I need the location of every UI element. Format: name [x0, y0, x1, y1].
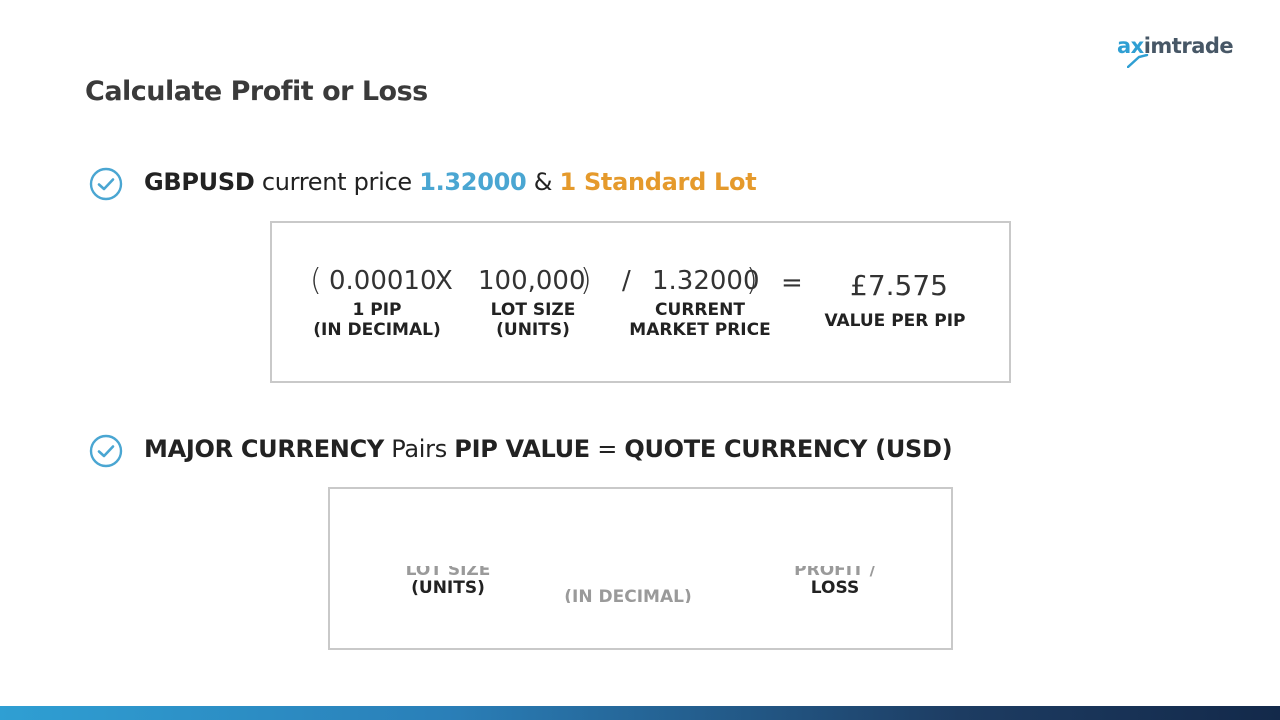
value-per-pip-label: VALUE PER PIP — [824, 311, 966, 331]
check-circle-icon — [89, 434, 123, 468]
result-value: £7.575 — [850, 269, 948, 302]
market-price-value: 1.32000 — [652, 266, 760, 296]
multiply-sign: X — [435, 266, 453, 296]
formula-box-profit-loss — [328, 487, 953, 650]
bullet-major-currency: MAJOR CURRENCY Pairs PIP VALUE = QUOTE C… — [144, 435, 953, 463]
lot-size-value: 100,000 — [478, 266, 586, 296]
divide-sign: / — [622, 266, 631, 296]
current-price: 1.32000 — [419, 168, 527, 196]
bottom-stripe — [0, 706, 1280, 720]
aximtrade-logo: aximtrade — [1117, 32, 1242, 70]
lot-size-label: LOT SIZE (UNITS) — [490, 300, 576, 340]
formula-box-pip-value — [270, 221, 1011, 383]
check-circle-icon — [89, 167, 123, 201]
profit-loss-label: PROFIT / LOSS — [794, 566, 876, 598]
pip-label: 1 PIP (IN DECIMAL) — [313, 300, 441, 340]
market-price-label: CURRENT MARKET PRICE — [629, 300, 771, 340]
lot-size-label-2: LOT SIZE (UNITS) — [405, 566, 491, 598]
equals-sign: = — [781, 268, 803, 298]
lot-size-text: 1 Standard Lot — [559, 168, 757, 196]
pair-name: GBPUSD — [144, 168, 255, 196]
page-title: Calculate Profit or Loss — [85, 76, 428, 107]
logo-swoosh-icon — [1127, 54, 1149, 68]
pip-decimal-value: 0.00010 — [329, 266, 437, 296]
decimal-label-2: (IN DECIMAL) — [564, 587, 692, 603]
logo-text: aximtrade — [1117, 34, 1234, 58]
bullet-gbpusd: GBPUSD current price 1.32000 & 1 Standar… — [144, 168, 757, 196]
